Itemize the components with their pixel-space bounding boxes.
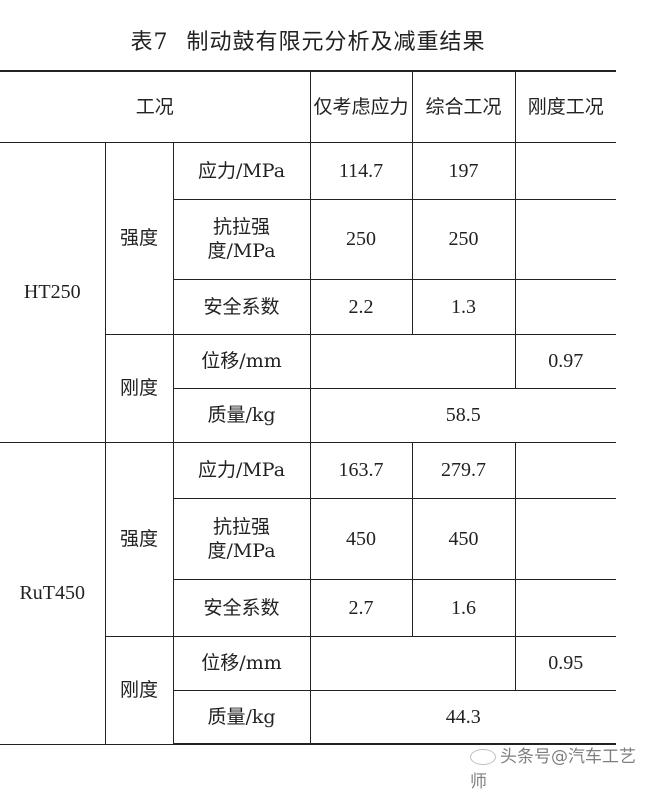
watermark: 头条号@汽车工艺师 bbox=[470, 742, 648, 792]
table-row: 刚度 位移/mm 0.97 bbox=[0, 333, 617, 443]
row-label: 质量/kg bbox=[173, 387, 311, 443]
empty-cell bbox=[514, 578, 617, 637]
row-label: 安全系数 bbox=[173, 278, 311, 335]
empty-cell bbox=[309, 635, 516, 691]
table-row: 质量/kg 58.5 bbox=[0, 387, 617, 443]
strength-label: 强度 bbox=[104, 141, 174, 335]
row-label: 应力/MPa bbox=[172, 141, 311, 200]
stiffness-label: 刚度 bbox=[105, 635, 174, 745]
table-row: 抗拉强度/MPa 450 450 bbox=[0, 497, 617, 580]
value-cell: 450 bbox=[411, 497, 516, 580]
table-caption: 制动鼓有限元分析及减重结果 bbox=[186, 30, 486, 55]
table-row: 质量/kg 44.3 bbox=[0, 689, 617, 745]
empty-cell bbox=[514, 198, 617, 280]
row-label: 位移/mm bbox=[172, 333, 311, 389]
value-cell: 279.7 bbox=[411, 441, 516, 499]
table-row: 安全系数 2.2 1.3 bbox=[0, 278, 617, 335]
row-label: 抗拉强度/MPa bbox=[173, 198, 311, 280]
value-cell: 250 bbox=[411, 198, 516, 280]
value-cell: 1.6 bbox=[411, 578, 516, 637]
header-combined: 综合工况 bbox=[411, 70, 516, 143]
value-cell: 0.95 bbox=[514, 635, 617, 691]
row-label: 质量/kg bbox=[173, 689, 311, 745]
row-label: 安全系数 bbox=[173, 578, 311, 637]
table-row: RuT450 强度 应力/MPa 163.7 279.7 bbox=[0, 441, 617, 745]
value-cell: 163.7 bbox=[309, 441, 413, 499]
row-label: 抗拉强度/MPa bbox=[173, 497, 311, 580]
value-cell: 197 bbox=[411, 141, 516, 200]
value-cell: 114.7 bbox=[309, 141, 413, 200]
empty-cell bbox=[514, 441, 617, 499]
material-cell: RuT450 bbox=[0, 441, 106, 745]
value-cell: 250 bbox=[309, 198, 413, 280]
header-stiffness: 刚度工况 bbox=[514, 70, 617, 143]
value-cell: 2.7 bbox=[309, 578, 413, 637]
table-row: 抗拉强度/MPa 250 250 bbox=[0, 198, 617, 280]
row-label: 位移/mm bbox=[172, 635, 311, 691]
value-cell: 450 bbox=[309, 497, 413, 580]
stiffness-label: 刚度 bbox=[105, 333, 174, 443]
table-title: 表7 制动鼓有限元分析及减重结果 bbox=[0, 24, 616, 56]
value-cell: 44.3 bbox=[309, 689, 617, 745]
empty-cell bbox=[309, 333, 516, 389]
material-cell: HT250 bbox=[0, 141, 106, 443]
row-label: 应力/MPa bbox=[172, 441, 311, 499]
header-row: 工况 仅考虑应力 综合工况 刚度工况 bbox=[0, 70, 617, 143]
empty-cell bbox=[514, 141, 617, 200]
empty-cell bbox=[514, 278, 617, 335]
value-cell: 2.2 bbox=[309, 278, 413, 335]
value-cell: 58.5 bbox=[309, 387, 617, 443]
value-cell: 1.3 bbox=[411, 278, 516, 335]
table-number: 表7 bbox=[130, 30, 169, 55]
header-stress-only: 仅考虑应力 bbox=[309, 70, 413, 143]
results-table: 工况 仅考虑应力 综合工况 刚度工况 HT250 强度 应力/MPa 114.7… bbox=[0, 70, 617, 745]
table-row: HT250 强度 应力/MPa 114.7 197 bbox=[0, 141, 617, 443]
empty-cell bbox=[514, 497, 617, 580]
watermark-logo-icon bbox=[470, 749, 496, 765]
value-cell: 0.97 bbox=[514, 333, 617, 389]
table-row: 刚度 位移/mm 0.95 bbox=[0, 635, 617, 745]
strength-label: 强度 bbox=[104, 441, 174, 637]
header-condition: 工况 bbox=[0, 70, 311, 143]
